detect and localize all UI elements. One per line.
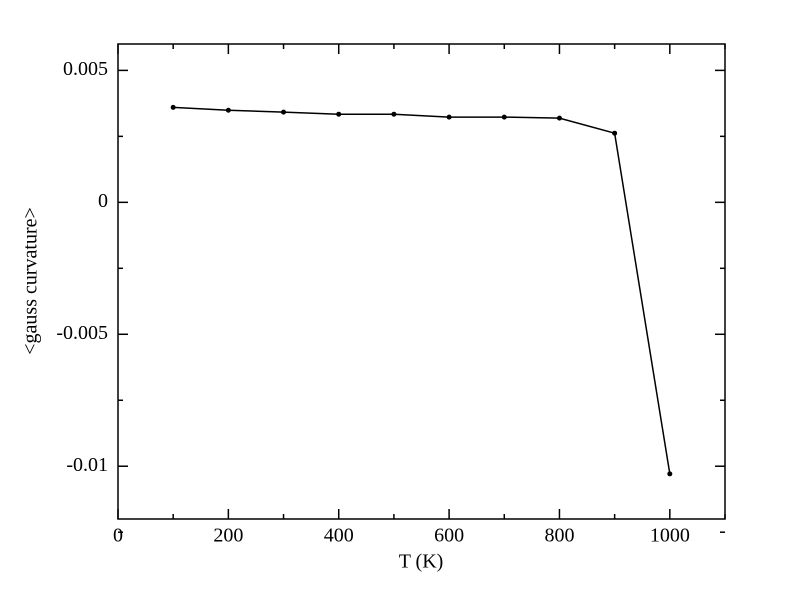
data-point bbox=[170, 104, 176, 110]
y-tick-label: 0 bbox=[98, 190, 108, 212]
data-point bbox=[391, 111, 397, 117]
x-tick-label: 200 bbox=[213, 525, 243, 547]
y-tick-label: -0.01 bbox=[66, 454, 108, 476]
data-point bbox=[501, 114, 507, 120]
data-point bbox=[281, 109, 287, 115]
x-axis-label: T (K) bbox=[399, 551, 444, 573]
data-point bbox=[446, 114, 452, 120]
data-point bbox=[225, 107, 231, 113]
data-point bbox=[667, 471, 673, 477]
data-point bbox=[612, 130, 618, 136]
data-point bbox=[336, 111, 342, 117]
y-tick-label: 0.005 bbox=[63, 58, 108, 80]
plot-frame bbox=[117, 43, 726, 520]
x-tick-label: 1000 bbox=[650, 525, 690, 547]
y-tick-label: -0.005 bbox=[56, 322, 108, 344]
x-tick-label: 0 bbox=[113, 525, 123, 547]
y-axis-label: <gauss curvature> bbox=[20, 207, 42, 355]
data-line bbox=[173, 106, 671, 474]
x-tick-label: 800 bbox=[544, 525, 574, 547]
x-tick-label: 400 bbox=[324, 525, 354, 547]
x-tick-label: 600 bbox=[434, 525, 464, 547]
data-point bbox=[556, 115, 562, 121]
